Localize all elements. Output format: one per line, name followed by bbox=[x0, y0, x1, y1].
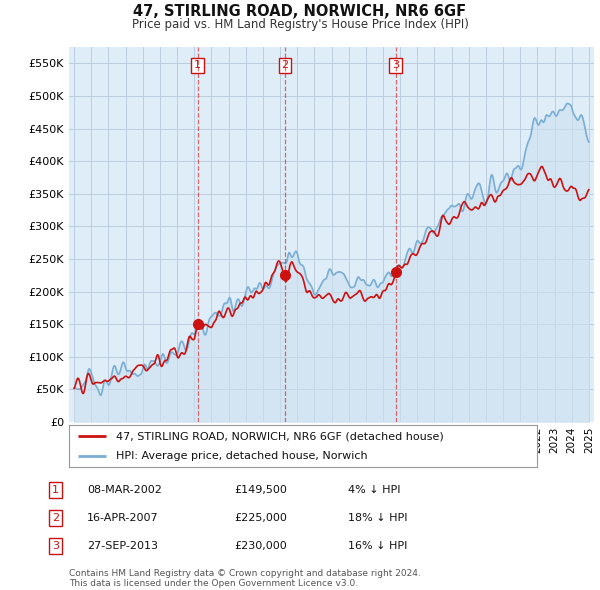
Text: HPI: Average price, detached house, Norwich: HPI: Average price, detached house, Norw… bbox=[116, 451, 367, 461]
Text: 2: 2 bbox=[52, 513, 59, 523]
Text: £230,000: £230,000 bbox=[234, 542, 287, 551]
Text: 16-APR-2007: 16-APR-2007 bbox=[87, 513, 158, 523]
Text: 1: 1 bbox=[52, 485, 59, 494]
Text: 16% ↓ HPI: 16% ↓ HPI bbox=[348, 542, 407, 551]
Text: Price paid vs. HM Land Registry's House Price Index (HPI): Price paid vs. HM Land Registry's House … bbox=[131, 18, 469, 31]
Text: 4% ↓ HPI: 4% ↓ HPI bbox=[348, 485, 401, 494]
Text: Contains HM Land Registry data © Crown copyright and database right 2024.
This d: Contains HM Land Registry data © Crown c… bbox=[69, 569, 421, 588]
Text: 47, STIRLING ROAD, NORWICH, NR6 6GF (detached house): 47, STIRLING ROAD, NORWICH, NR6 6GF (det… bbox=[116, 431, 443, 441]
Text: 27-SEP-2013: 27-SEP-2013 bbox=[87, 542, 158, 551]
Text: 47, STIRLING ROAD, NORWICH, NR6 6GF: 47, STIRLING ROAD, NORWICH, NR6 6GF bbox=[133, 4, 467, 19]
Text: 1: 1 bbox=[194, 60, 201, 70]
Text: 3: 3 bbox=[52, 542, 59, 551]
Text: 3: 3 bbox=[392, 60, 399, 70]
Text: 2: 2 bbox=[281, 60, 289, 70]
Text: £225,000: £225,000 bbox=[234, 513, 287, 523]
Text: 08-MAR-2002: 08-MAR-2002 bbox=[87, 485, 162, 494]
Text: £149,500: £149,500 bbox=[234, 485, 287, 494]
Text: 18% ↓ HPI: 18% ↓ HPI bbox=[348, 513, 407, 523]
